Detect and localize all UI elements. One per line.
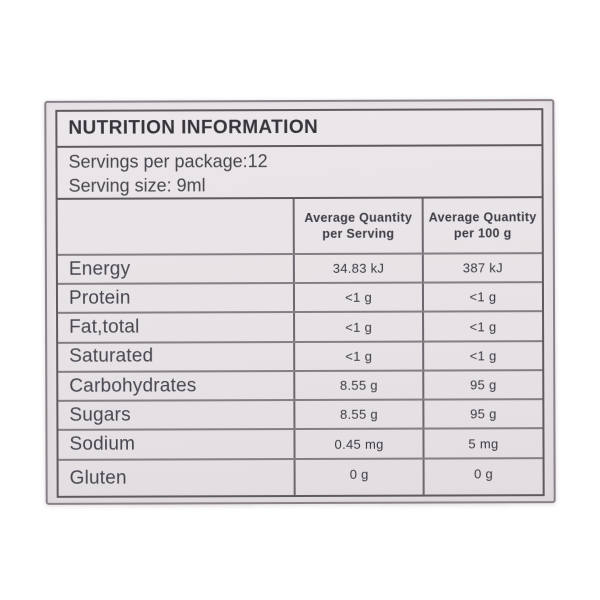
serving-info-box: Servings per package:12 Serving size: 9m… xyxy=(55,146,544,200)
nutrient-name: Protein xyxy=(68,287,131,309)
value-per-100g: <1 g xyxy=(422,341,543,370)
value-per-100g: 5 mg xyxy=(422,429,543,458)
nutrition-label: NUTRITION INFORMATION Servings per packa… xyxy=(44,99,556,505)
nutrient-name: Fat,total xyxy=(69,316,140,338)
label-title: NUTRITION INFORMATION xyxy=(68,116,319,139)
value-per-serving: <1 g xyxy=(293,313,423,341)
nutrient-name: Sugars xyxy=(69,404,131,426)
table-row-sodium: Sodium 0.45 mg 5 mg xyxy=(58,427,543,459)
per-serving-column-header: Average Quantity per Serving xyxy=(292,198,422,254)
value-per-serving: 8.55 g xyxy=(293,400,423,429)
value-per-100g: 0 g xyxy=(422,458,543,495)
table-row-saturated: Saturated <1 g <1 g xyxy=(58,339,543,371)
value-per-serving: 8.55 g xyxy=(293,371,423,400)
label-title-box: NUTRITION INFORMATION xyxy=(55,108,544,148)
nutrient-name: Saturated xyxy=(69,345,154,368)
table-row-fat-total: Fat,total <1 g <1 g xyxy=(58,310,543,342)
value-per-serving: 0 g xyxy=(293,459,423,496)
nutrient-name: Sodium xyxy=(69,433,136,455)
value-per-serving: <1 g xyxy=(293,342,423,370)
nutrition-table: Average Quantity per Serving Average Qua… xyxy=(55,198,545,498)
per-100g-header-line1: Average Quantity xyxy=(428,210,537,225)
table-row-gluten: Gluten 0 g 0 g xyxy=(58,456,543,496)
nutrient-column-header xyxy=(58,199,293,254)
value-per-100g: <1 g xyxy=(421,312,543,341)
servings-per-package: Servings per package:12 xyxy=(68,151,268,172)
nutrient-name: Energy xyxy=(68,258,131,280)
table-header-row: Average Quantity per Serving Average Qua… xyxy=(58,198,542,254)
nutrient-name: Gluten xyxy=(69,467,127,489)
table-row-sugars: Sugars 8.55 g 95 g xyxy=(58,398,543,430)
value-per-100g: 387 kJ xyxy=(421,254,542,282)
per-100g-header-line2: per 100 g xyxy=(453,226,512,241)
per-serving-header-line2: per Serving xyxy=(322,226,395,241)
table-row-energy: Energy 34.83 kJ 387 kJ xyxy=(57,252,542,284)
table-row-carbohydrates: Carbohydrates 8.55 g 95 g xyxy=(58,369,543,401)
value-per-serving: 34.83 kJ xyxy=(293,254,422,283)
value-per-100g: 95 g xyxy=(422,400,543,428)
nutrient-name: Carbohydrates xyxy=(69,374,197,397)
per-100g-column-header: Average Quantity per 100 g xyxy=(421,198,542,253)
per-serving-header-line1: Average Quantity xyxy=(304,210,413,225)
value-per-serving: 0.45 mg xyxy=(293,429,423,458)
serving-size: Serving size: 9ml xyxy=(68,175,206,196)
value-per-100g: 95 g xyxy=(422,371,543,399)
table-row-protein: Protein <1 g <1 g xyxy=(57,281,543,313)
value-per-serving: <1 g xyxy=(293,283,422,312)
value-per-100g: <1 g xyxy=(421,283,543,312)
